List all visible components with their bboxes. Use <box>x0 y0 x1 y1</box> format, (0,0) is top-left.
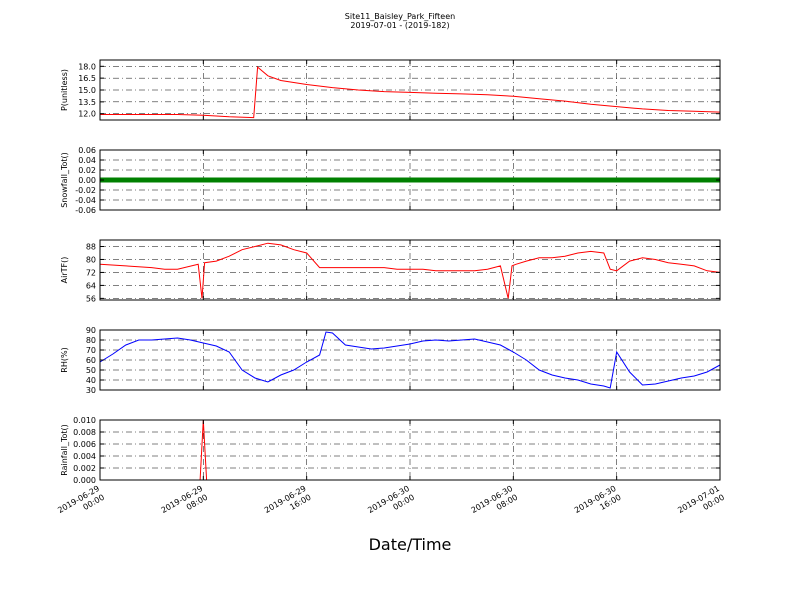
y-tick-label: 50 <box>86 366 96 375</box>
x-tick-label: 2019-06-3008:00 <box>470 484 520 524</box>
y-tick-label: 0.02 <box>78 166 96 175</box>
subplots: 12.013.515.016.518.0P(unitless)-0.06-0.0… <box>60 59 721 485</box>
y-tick-label: 40 <box>86 376 96 385</box>
y-tick-label: 88 <box>86 242 96 251</box>
y-tick-label: 15.0 <box>78 86 96 95</box>
y-axis-label: Rainfall_Tot() <box>60 424 69 476</box>
x-axis-label: Date/Time <box>369 535 452 554</box>
x-tick-label: 2019-06-2916:00 <box>263 484 313 524</box>
y-tick-label: 16.5 <box>78 74 96 83</box>
y-tick-label: 0.002 <box>73 464 96 473</box>
y-tick-label: 12.0 <box>78 110 96 119</box>
x-tick-label: 2019-06-2900:00 <box>56 484 106 524</box>
chart-title: Site11_Baisley_Park_Fifteen <box>345 12 455 21</box>
x-axis-ticks: 2019-06-2900:00 2019-06-2908:00 2019-06-29… <box>56 484 726 524</box>
y-tick-label: 0.000 <box>73 476 96 485</box>
subplot-1: 12.0 13.5 15.0 16.5 18.0 P(unitless) <box>60 59 721 121</box>
series-line-1 <box>99 242 721 299</box>
subplot-2: -0.06-0.04-0.020.000.020.040.06 Snowfall_… <box>60 146 721 215</box>
series-line-1 <box>100 66 721 119</box>
y-tick-label: 18.0 <box>78 62 96 71</box>
y-tick-label: 80 <box>86 255 96 264</box>
subplot-5: 0.000 0.002 0.004 0.006 0.008 0.010 Rainfall_T… <box>60 416 721 485</box>
subplot-3: 56 64 72 80 88 AirTF() <box>60 239 721 303</box>
y-axis-label: AirTF() <box>60 257 69 284</box>
x-tick-label: 2019-07-0100:00 <box>676 484 726 524</box>
y-tick-label: -0.04 <box>75 196 96 205</box>
y-tick-label: 0.004 <box>73 452 96 461</box>
y-tick-label: 90 <box>86 326 96 335</box>
y-tick-label: 0.04 <box>78 156 96 165</box>
y-tick-label: 0.006 <box>73 440 96 449</box>
y-tick-label: 0.010 <box>73 416 96 425</box>
y-axis-label: Snowfall_Tot() <box>60 152 69 208</box>
x-tick-label: 2019-06-3000:00 <box>366 484 416 524</box>
y-tick-label: 72 <box>86 268 96 277</box>
y-tick-label: -0.02 <box>75 186 96 195</box>
y-tick-label: 64 <box>86 281 96 290</box>
y-tick-label: 0.06 <box>78 146 96 155</box>
y-axis-label: RH(%) <box>60 347 69 372</box>
y-tick-label: 70 <box>86 346 96 355</box>
y-tick-label: 80 <box>86 336 96 345</box>
x-tick-label: 2019-06-2908:00 <box>160 484 210 524</box>
y-tick-label: 13.5 <box>78 98 96 107</box>
y-axis-label: P(unitless) <box>60 69 69 111</box>
y-tick-label: 60 <box>86 356 96 365</box>
y-tick-label: 56 <box>86 294 96 303</box>
y-tick-label: 0.008 <box>73 428 96 437</box>
series-line-1 <box>99 331 721 389</box>
chart-subtitle: 2019-07-01 - (2019-182) <box>350 21 449 30</box>
y-tick-label: 0.00 <box>78 176 96 185</box>
y-tick-label: -0.06 <box>75 206 96 215</box>
y-tick-label: 30 <box>86 386 96 395</box>
x-tick-label: 2019-06-3016:00 <box>573 484 623 524</box>
